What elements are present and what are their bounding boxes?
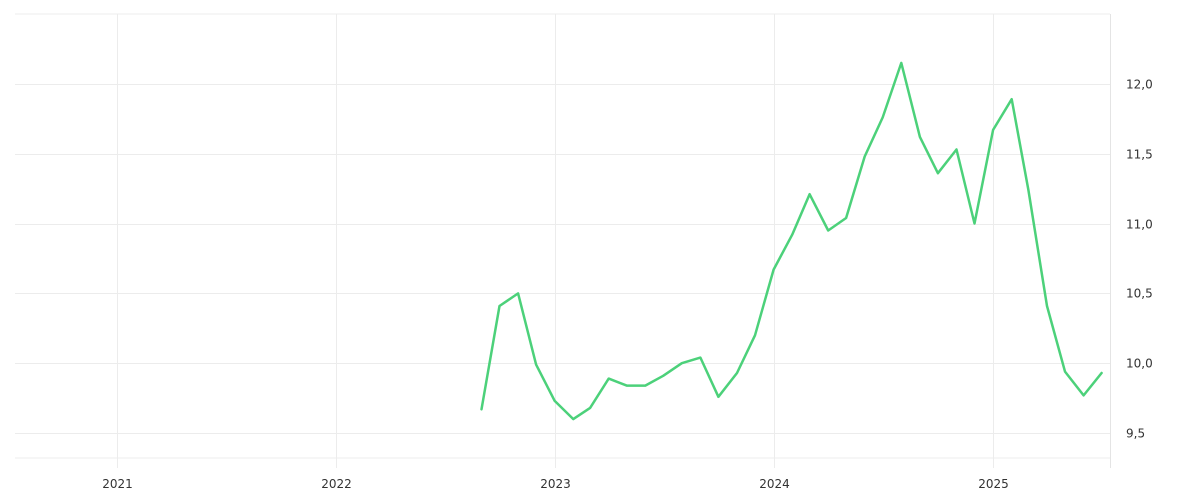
vertical-gridlines [117,14,994,468]
x-tick-label: 2023 [540,477,571,491]
x-tick-label: 2025 [978,477,1009,491]
y-tick-label: 11,0 [1126,218,1153,232]
y-axis-tick-labels: 9,5 10,0 10,5 11,0 11,5 12,0 [1126,78,1153,441]
x-tick-label: 2021 [102,477,133,491]
series-line [480,61,1103,421]
x-tick-label: 2024 [759,477,790,491]
y-tick-label: 10,5 [1126,287,1153,301]
x-tick-label: 2022 [321,477,352,491]
y-tick-label: 11,5 [1126,148,1153,162]
horizontal-gridlines [15,13,1110,459]
x-axis-tick-labels: 2021 2022 2023 2024 2025 [102,477,1009,491]
series-layer [480,61,1103,421]
y-tick-label: 10,0 [1126,357,1153,371]
y-tick-label: 12,0 [1126,78,1153,92]
y-tick-label: 9,5 [1126,427,1145,441]
